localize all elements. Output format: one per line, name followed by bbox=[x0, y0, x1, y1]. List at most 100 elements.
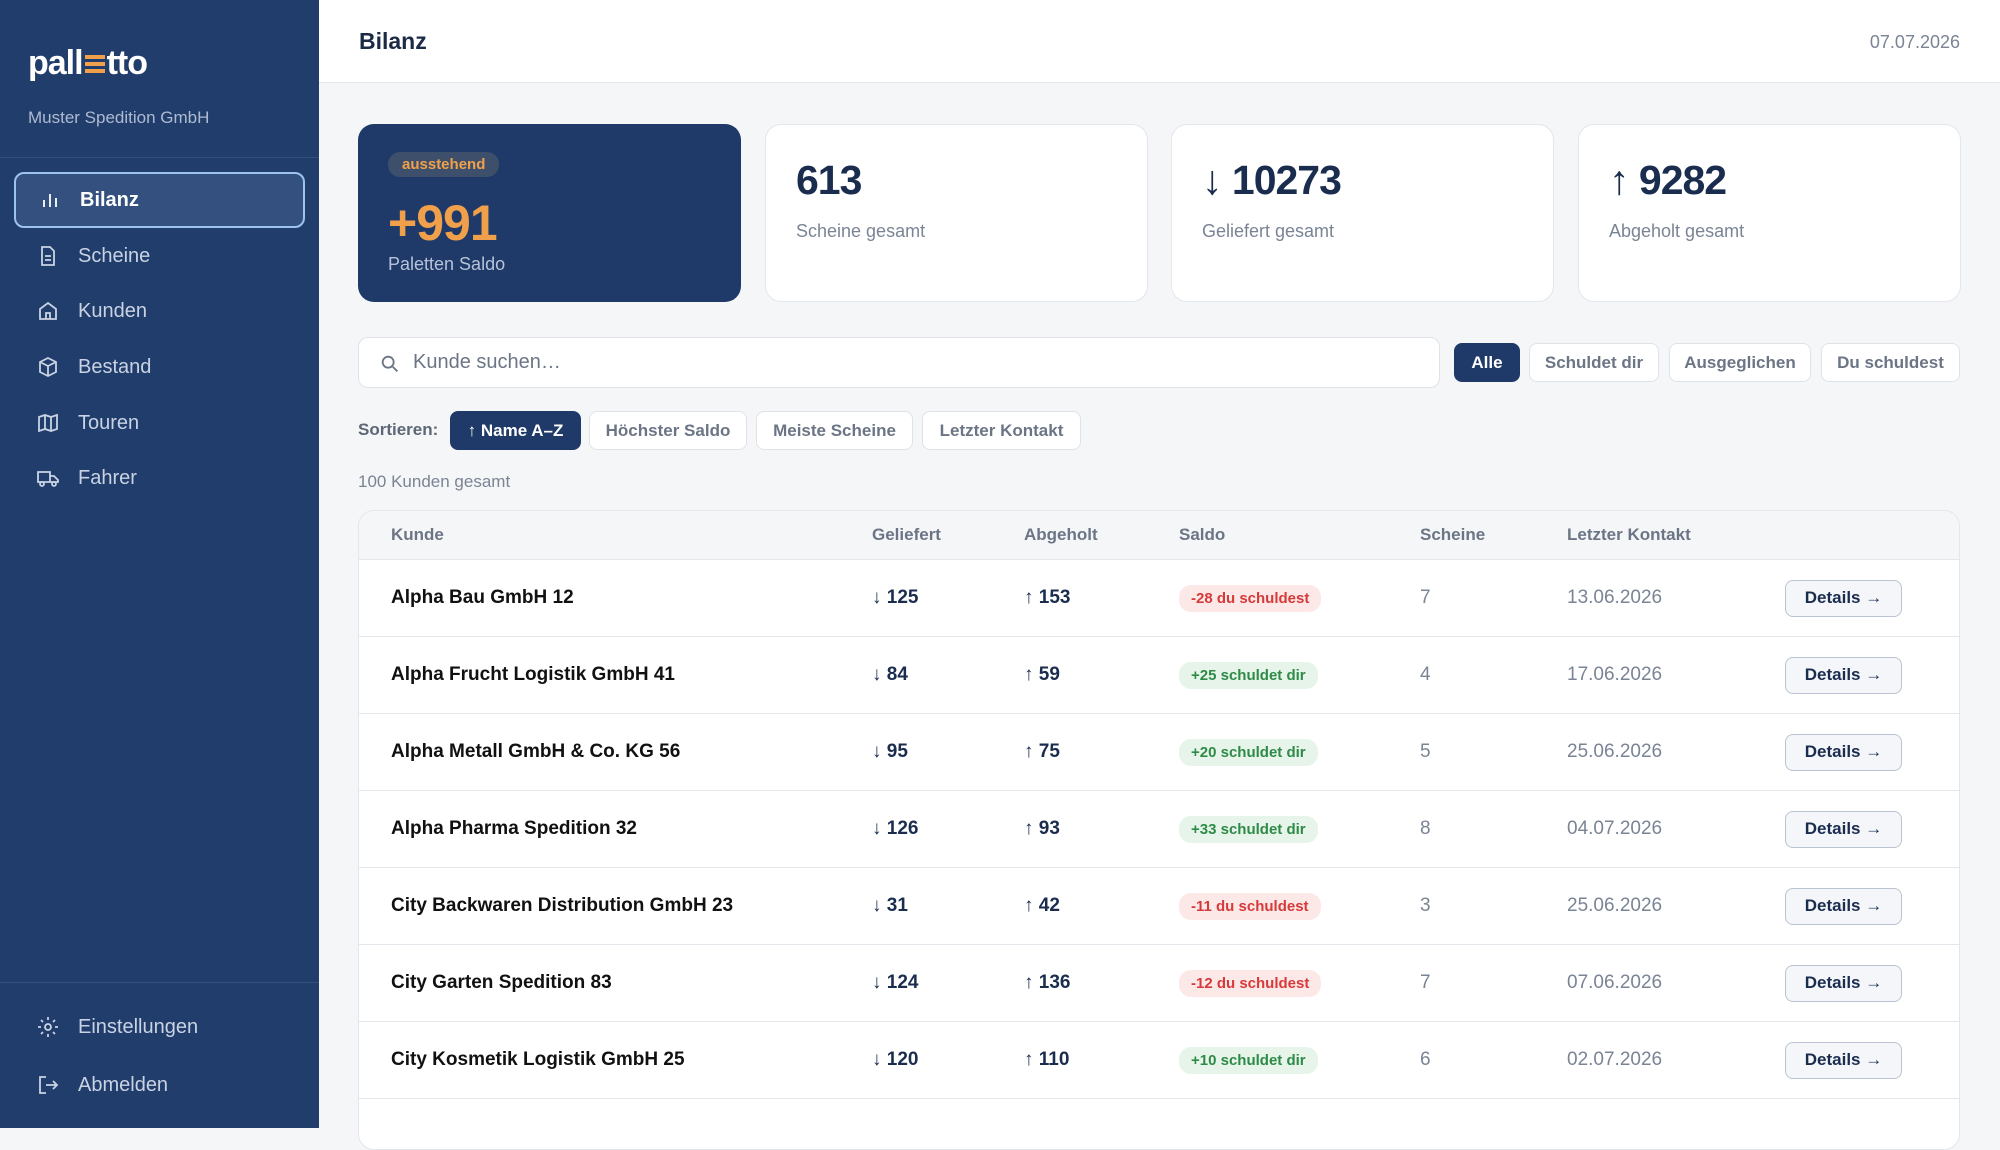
stat-card: 613 Scheine gesamt bbox=[765, 124, 1148, 302]
nav-label: Touren bbox=[78, 411, 140, 434]
customer-name: Alpha Metall GmbH & Co. KG 56 bbox=[391, 741, 681, 762]
nav-item[interactable]: Einstellungen bbox=[14, 999, 305, 1055]
saldo-badge: -12 du schuldest bbox=[1179, 969, 1322, 997]
last-contact: 13.06.2026 bbox=[1567, 587, 1663, 608]
delivered: ↓ 125 bbox=[872, 587, 919, 608]
nav-item[interactable]: Fahrer bbox=[14, 450, 305, 506]
picked-up: ↑ 42 bbox=[1024, 895, 1060, 916]
details-button[interactable]: Details → bbox=[1785, 656, 1902, 694]
table-row: Alpha Metall GmbH & Co. KG 56 ↓ 95 ↑ 75 +20… bbox=[359, 714, 1959, 791]
picked-up: ↑ 59 bbox=[1024, 664, 1060, 685]
last-contact: 25.06.2026 bbox=[1567, 741, 1663, 762]
nav-label: Scheine bbox=[78, 244, 151, 267]
stat-card: ausstehend +991 Paletten Saldo bbox=[358, 124, 741, 302]
logo: pall tto bbox=[28, 44, 148, 83]
company: Muster Spedition GmbH bbox=[28, 108, 210, 127]
table-row bbox=[359, 1099, 1959, 1149]
filter-button[interactable]: Schuldet dir bbox=[1529, 343, 1659, 382]
sort-button[interactable]: ↑ Name A–Z bbox=[450, 411, 581, 450]
slips: 3 bbox=[1420, 895, 1431, 916]
nav-item[interactable]: Bestand bbox=[14, 339, 305, 395]
logo-prefix: pall bbox=[28, 44, 84, 82]
table-row: Alpha Pharma Spedition 32 ↓ 126 ↑ 93 +33 sc… bbox=[359, 791, 1959, 868]
customer-name: Alpha Bau GmbH 12 bbox=[391, 587, 574, 608]
result-count: 100 Kunden gesamt bbox=[358, 472, 511, 491]
details-button[interactable]: Details → bbox=[1785, 810, 1902, 848]
column-header: Scheine bbox=[1420, 525, 1486, 544]
nav-item[interactable]: Bilanz bbox=[14, 172, 305, 228]
last-contact: 07.06.2026 bbox=[1567, 972, 1663, 993]
saldo-badge: -11 du schuldest bbox=[1179, 892, 1321, 920]
column-header: Saldo bbox=[1179, 525, 1226, 544]
saldo-badge: -28 du schuldest bbox=[1179, 584, 1322, 612]
customer-name: Alpha Frucht Logistik GmbH 41 bbox=[391, 664, 675, 685]
slips: 5 bbox=[1420, 741, 1431, 762]
table-row: Alpha Frucht Logistik GmbH 41 ↓ 84 ↑ 59 +25… bbox=[359, 637, 1959, 714]
details-button[interactable]: Details → bbox=[1785, 579, 1902, 617]
nav-item[interactable]: Abmelden bbox=[14, 1057, 305, 1113]
filter-button[interactable]: Du schuldest bbox=[1821, 343, 1960, 382]
delivered: ↓ 124 bbox=[872, 972, 919, 993]
table-row: City Kosmetik Logistik GmbH 25 ↓ 120 ↑ 110… bbox=[359, 1022, 1959, 1099]
details-button[interactable]: Details → bbox=[1785, 964, 1902, 1002]
delivered: ↓ 31 bbox=[872, 895, 908, 916]
details-button[interactable]: Details → bbox=[1785, 733, 1902, 771]
nav-label: Abmelden bbox=[78, 1073, 169, 1096]
search-icon bbox=[381, 355, 398, 372]
column-header: Kunde bbox=[391, 525, 444, 544]
nav-label: Bilanz bbox=[80, 188, 139, 211]
filter-button[interactable]: Ausgeglichen bbox=[1669, 343, 1811, 382]
nav-item[interactable]: Scheine bbox=[14, 228, 305, 284]
slips: 8 bbox=[1420, 818, 1431, 839]
column-header: Letzter Kontakt bbox=[1567, 525, 1691, 544]
last-contact: 25.06.2026 bbox=[1567, 895, 1663, 916]
picked-up: ↑ 75 bbox=[1024, 741, 1060, 762]
details-button[interactable]: Details → bbox=[1785, 1041, 1902, 1079]
table-row: City Garten Spedition 83 ↓ 124 ↑ 136 -12 du… bbox=[359, 945, 1959, 1022]
last-contact: 17.06.2026 bbox=[1567, 664, 1663, 685]
column-header: Abgeholt bbox=[1024, 525, 1098, 544]
nav-label: Bestand bbox=[78, 355, 152, 378]
stat-value: +991 bbox=[388, 195, 498, 251]
saldo-badge: +10 schuldet dir bbox=[1179, 1046, 1318, 1074]
stat-value: ↑ 9282 bbox=[1609, 157, 1727, 203]
table-header: Kunde Geliefert Abgeholt Saldo Scheine Letzte… bbox=[359, 511, 1959, 560]
search-input[interactable]: Kunde suchen… bbox=[358, 337, 1440, 388]
saldo-badge: +33 schuldet dir bbox=[1179, 815, 1318, 843]
stat-card: ↓ 10273 Geliefert gesamt bbox=[1171, 124, 1554, 302]
slips: 7 bbox=[1420, 972, 1431, 993]
divider bbox=[0, 157, 319, 158]
stat-card: ↑ 9282 Abgeholt gesamt bbox=[1578, 124, 1961, 302]
divider bbox=[0, 982, 319, 983]
slips: 6 bbox=[1420, 1049, 1431, 1070]
saldo-badge: +20 schuldet dir bbox=[1179, 738, 1318, 766]
sort-button[interactable]: Letzter Kontakt bbox=[922, 411, 1081, 450]
customer-name: City Kosmetik Logistik GmbH 25 bbox=[391, 1049, 685, 1070]
topbar: Bilanz 07.07.2026 bbox=[319, 0, 2000, 83]
sidebar: pall tto Muster Spedition GmbH Bilanz Sc… bbox=[0, 0, 319, 1128]
nav-item[interactable]: Touren bbox=[14, 395, 305, 451]
delivered: ↓ 84 bbox=[872, 664, 908, 685]
picked-up: ↑ 153 bbox=[1024, 587, 1071, 608]
table-row: Alpha Bau GmbH 12 ↓ 125 ↑ 153 -28 du schuld… bbox=[359, 560, 1959, 637]
logo-icon bbox=[84, 54, 105, 73]
filter-button[interactable]: Alle bbox=[1454, 343, 1520, 382]
picked-up: ↑ 93 bbox=[1024, 818, 1060, 839]
sort-button[interactable]: Höchster Saldo bbox=[589, 411, 747, 450]
stat-value: ↓ 10273 bbox=[1202, 157, 1342, 203]
sort-button[interactable]: Meiste Scheine bbox=[756, 411, 913, 450]
nav-label: Fahrer bbox=[78, 466, 137, 489]
stat-value: 613 bbox=[796, 157, 862, 203]
sort-label: Sortieren: bbox=[358, 420, 439, 439]
nav-label: Kunden bbox=[78, 299, 147, 322]
details-button[interactable]: Details → bbox=[1785, 887, 1902, 925]
badge: ausstehend bbox=[388, 152, 500, 177]
logo-suffix: tto bbox=[106, 44, 148, 82]
saldo-badge: +25 schuldet dir bbox=[1179, 661, 1318, 689]
delivered: ↓ 95 bbox=[872, 741, 908, 762]
nav-item[interactable]: Kunden bbox=[14, 283, 305, 339]
delivered: ↓ 120 bbox=[872, 1049, 919, 1070]
search-placeholder: Kunde suchen… bbox=[413, 351, 561, 373]
stat-label: Paletten Saldo bbox=[388, 254, 506, 274]
picked-up: ↑ 110 bbox=[1024, 1049, 1070, 1070]
